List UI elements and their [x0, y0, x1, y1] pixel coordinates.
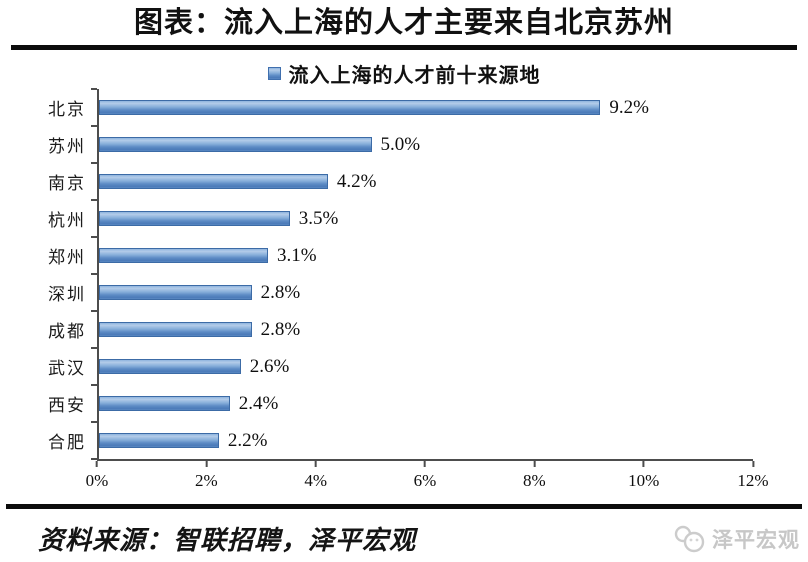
x-axis: 0% 2% 4% 6% 8% 10% 12% [86, 459, 769, 497]
x-tick: 0% [85, 461, 109, 491]
bar [99, 248, 268, 263]
chart-row: 北京 9.2% [0, 89, 808, 126]
bar [99, 285, 252, 300]
legend-series-marker-icon [267, 66, 281, 80]
category-label: 成都 [48, 322, 86, 341]
value-label: 9.2% [609, 96, 649, 118]
x-tick: 12% [737, 461, 769, 491]
value-label: 2.6% [249, 355, 290, 377]
chat-bubbles-icon [674, 525, 705, 553]
x-tick-mark [423, 461, 426, 467]
y-axis-tick [91, 458, 97, 460]
watermark-logo: 泽平宏观 [673, 524, 800, 554]
legend-label: 流入上海的人才前十来源地 [288, 64, 541, 87]
category-label: 合肥 [48, 433, 86, 452]
footer-divider-rule [6, 504, 802, 509]
bar [99, 100, 601, 115]
category-label: 深圳 [48, 285, 86, 304]
y-axis-tick [91, 421, 97, 423]
value-label: 2.8% [260, 318, 301, 340]
category-label: 武汉 [48, 359, 86, 378]
y-axis-tick [91, 199, 97, 201]
title-divider-rule [11, 45, 797, 50]
value-label: 2.4% [238, 392, 279, 414]
category-label: 苏州 [48, 137, 86, 156]
x-tick-mark [314, 461, 317, 467]
chart-row: 郑州 3.1% [0, 237, 808, 274]
y-axis-tick [91, 162, 97, 164]
y-axis-tick [91, 310, 97, 312]
x-tick: 10% [628, 461, 659, 491]
x-tick-label: 0% [85, 471, 109, 490]
y-axis-tick [91, 236, 97, 238]
x-tick-mark [533, 461, 536, 467]
chart-row: 苏州 5.0% [0, 126, 808, 163]
category-label: 郑州 [48, 248, 86, 267]
chart-page: { "header": { "title": "图表：流入上海的人才主要来自北京… [0, 6, 808, 560]
x-tick-label: 4% [304, 471, 327, 490]
chart-row: 武汉 2.6% [0, 348, 808, 385]
chart-row: 成都 2.8% [0, 311, 808, 348]
bar [99, 137, 372, 152]
category-label: 北京 [48, 100, 86, 119]
y-axis-tick [91, 347, 97, 349]
chart-row: 杭州 3.5% [0, 200, 808, 237]
value-label: 3.1% [276, 244, 317, 266]
x-tick-label: 10% [628, 471, 660, 490]
chart-legend: 流入上海的人才前十来源地 [0, 62, 808, 87]
category-label: 杭州 [48, 211, 86, 230]
chart-row: 深圳 2.8% [0, 274, 808, 311]
x-tick-label: 2% [194, 471, 218, 490]
bar [99, 359, 241, 374]
x-tick-mark [205, 461, 208, 467]
x-tick-mark [642, 461, 645, 467]
x-tick: 8% [523, 461, 546, 491]
y-axis-tick [91, 125, 97, 127]
category-label: 南京 [48, 174, 86, 193]
bar-chart-plot-area: 北京 9.2% 苏州 5.0% 南京 4.2% 杭州 3.5% 郑州 3.1% 深圳 2.8% 成都 2.… [0, 88, 808, 460]
value-label: 5.0% [380, 133, 421, 155]
x-tick-mark [95, 461, 98, 467]
y-axis-tick [91, 273, 97, 275]
bar [99, 174, 328, 189]
chart-row: 南京 4.2% [0, 163, 808, 200]
x-tick: 6% [413, 461, 437, 491]
bar [99, 396, 230, 411]
watermark-text: 泽平宏观 [712, 528, 800, 552]
chart-row: 西安 2.4% [0, 385, 808, 422]
x-tick-mark [751, 461, 754, 467]
x-tick: 4% [304, 461, 327, 491]
x-tick: 2% [195, 461, 218, 491]
value-label: 2.2% [227, 429, 268, 451]
x-tick-label: 12% [737, 471, 769, 490]
bar [99, 433, 219, 448]
page-title: 图表：流入上海的人才主要来自北京苏州 [133, 7, 674, 39]
y-axis-tick [91, 88, 97, 90]
category-label: 西安 [48, 396, 86, 415]
value-label: 3.5% [298, 207, 339, 229]
value-label: 4.2% [336, 170, 377, 192]
x-tick-label: 6% [413, 471, 437, 490]
source-note: 资料来源：智联招聘，泽平宏观 [38, 526, 417, 555]
y-axis-tick [91, 384, 97, 386]
footer: 资料来源：智联招聘，泽平宏观 泽平宏观 [0, 516, 808, 562]
chart-row: 合肥 2.2% [0, 422, 808, 459]
value-label: 2.8% [260, 281, 301, 303]
bar [99, 322, 252, 337]
x-tick-label: 8% [522, 471, 546, 490]
bar [99, 211, 290, 226]
